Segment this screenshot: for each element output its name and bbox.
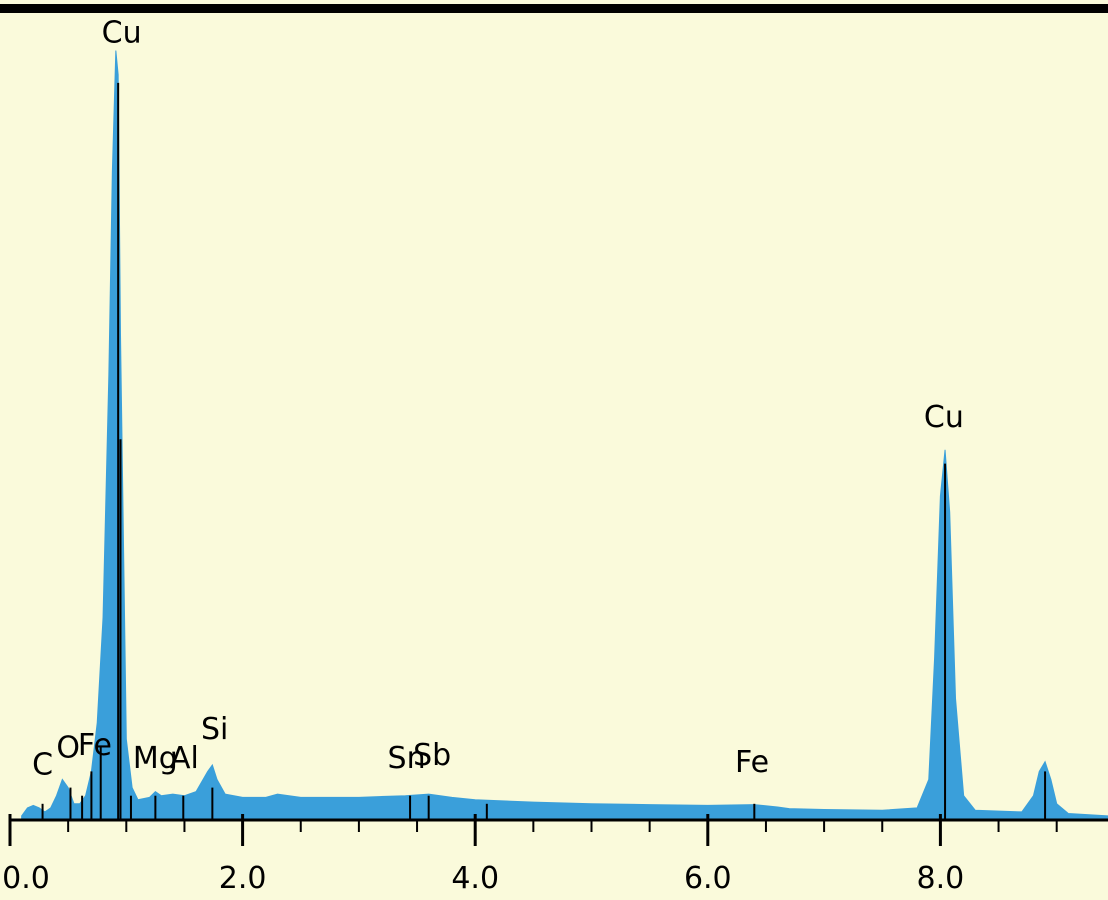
top-border xyxy=(0,4,1108,13)
peak-label: Mg xyxy=(133,741,178,776)
x-tick-label: 2.0 xyxy=(219,861,267,896)
x-tick-label: 0.0 xyxy=(2,861,50,896)
peak-label: Cu xyxy=(102,15,142,50)
peak-label: Si xyxy=(201,712,228,747)
peak-label: Cu xyxy=(924,400,964,435)
x-tick-label: 6.0 xyxy=(684,861,732,896)
peak-label: O xyxy=(56,731,80,766)
peak-label: Al xyxy=(170,741,199,776)
x-tick-label: 8.0 xyxy=(917,861,965,896)
peak-label: Fe xyxy=(735,745,769,780)
peak-label: C xyxy=(32,748,53,783)
spectrum-area xyxy=(21,50,1108,821)
peak-label: Fe xyxy=(78,728,112,763)
x-tick-label: 4.0 xyxy=(451,861,499,896)
peak-label: Sb xyxy=(413,738,451,773)
peak-label: Sn xyxy=(388,741,426,776)
